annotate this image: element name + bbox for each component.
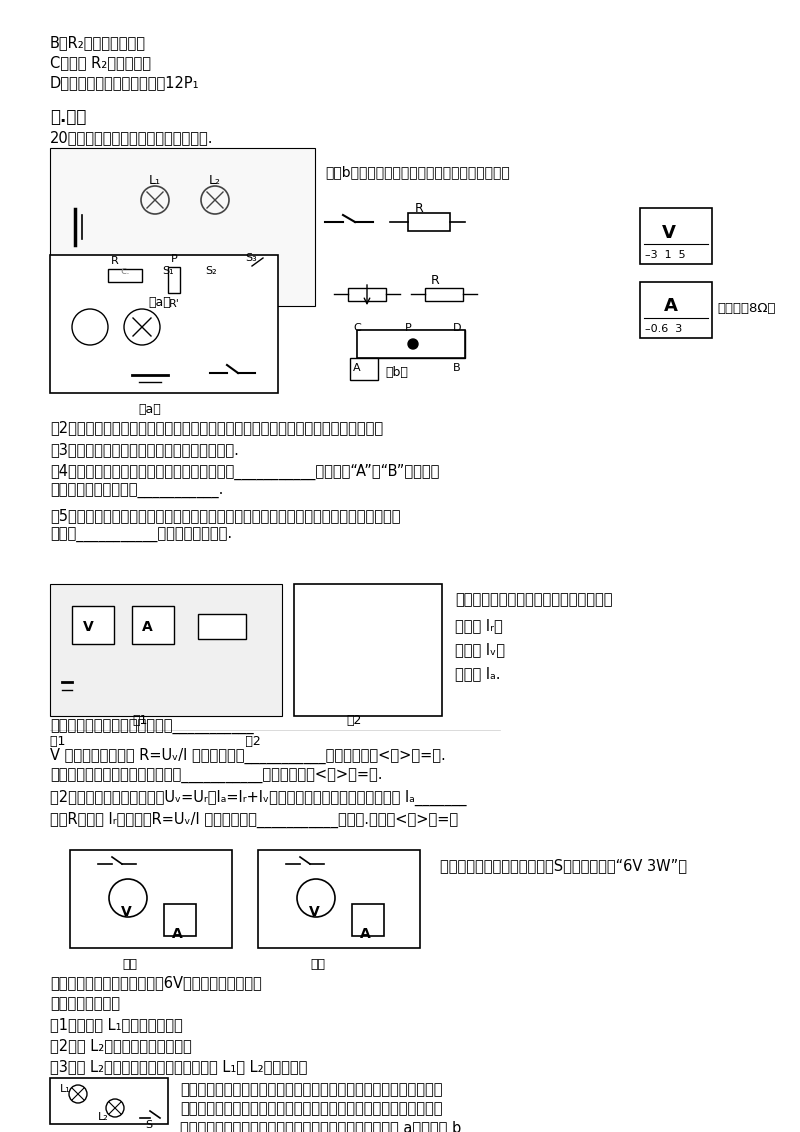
Text: 温度而变化，求：: 温度而变化，求： (50, 996, 120, 1011)
Text: 电流为 Iₐ.: 电流为 Iₐ. (455, 666, 501, 681)
Text: –3  1  5: –3 1 5 (645, 250, 686, 260)
Text: （a）: （a） (148, 295, 170, 309)
Text: S₂: S₂ (205, 266, 217, 276)
Text: 电路中的电压关系时发现在电源两端多并联一个电灯其两端的电压就: 电路中的电压关系时发现在电源两端多并联一个电灯其两端的电压就 (180, 1082, 442, 1097)
Bar (72, 606, 114, 644)
Bar (425, 288, 463, 301)
Text: 图（b）的元件连接成电路（注意导线不交叉，元: 图（b）的元件连接成电路（注意导线不交叉，元 (325, 165, 510, 179)
Text: （3）灯 L₂的实际功率是多大？电路中灯 L₁和 L₂哪个更亮？: （3）灯 L₂的实际功率是多大？电路中灯 L₁和 L₂哪个更亮？ (50, 1060, 307, 1074)
Text: （2）请用笔画线代替导线，把图１中的电路元件连接成实验电路．（连线不得交叉）: （2）请用笔画线代替导线，把图１中的电路元件连接成实验电路．（连线不得交叉） (50, 420, 383, 435)
Text: V: V (309, 904, 320, 919)
Text: 测量误差的来源在于电压表读数___________: 测量误差的来源在于电压表读数___________ (50, 720, 254, 735)
Text: P: P (171, 254, 178, 264)
Text: V: V (662, 224, 676, 242)
Text: （a）: （a） (138, 403, 161, 415)
Text: L₁: L₁ (149, 174, 161, 187)
Text: R': R' (169, 299, 180, 309)
Text: R: R (431, 274, 440, 288)
Bar (348, 288, 386, 301)
Text: 电流为 Iᵥ；: 电流为 Iᵥ； (455, 642, 505, 657)
Text: 图乙: 图乙 (310, 958, 325, 971)
Text: 个理想的电源（即电阴为零）和一个电阴串联组成（如图 a），在图 b: 个理想的电源（即电阴为零）和一个电阴串联组成（如图 a），在图 b (180, 1120, 462, 1132)
Text: L₁: L₁ (60, 1084, 70, 1094)
Text: D: D (453, 323, 462, 333)
Text: C: C (353, 323, 361, 333)
Text: 查阅了有关资料：原来干电池本身也具有一定的电阴．实际使用时，: 查阅了有关资料：原来干电池本身也具有一定的电阴．实际使用时， (180, 1101, 442, 1116)
Text: 图1                                             图2: 图1 图2 (50, 735, 261, 748)
Text: （5）实验时，若发现灯泡不亮，电流表几乎无示数，但电压表有示数，则产生故障的原因: （5）实验时，若发现灯泡不亮，电流表几乎无示数，但电压表有示数，则产生故障的原因 (50, 508, 401, 523)
Bar (357, 331, 465, 358)
Text: A: A (353, 363, 361, 374)
Bar (50, 148, 315, 306)
Bar (640, 208, 712, 264)
Text: B: B (453, 363, 461, 374)
Text: ，测量误差的来源在于电压表读数___________真实值（填：<、>或=）.: ，测量误差的来源在于电压表读数___________真实值（填：<、>或=）. (50, 769, 382, 784)
Text: （2）灯 L₂每分钟消耗多少能量？: （2）灯 L₂每分钟消耗多少能量？ (50, 1038, 192, 1053)
Text: R: R (111, 256, 118, 266)
Bar (198, 614, 246, 638)
Text: V: V (83, 620, 94, 634)
Text: 图甲: 图甲 (122, 958, 137, 971)
Text: （2）在电流表外接法路中，Uᵥ=Uᵣ，Iₐ=Iᵣ+Iᵥ．测量误差的来源在于电流表读数 Iₐ_______: （2）在电流表外接法路中，Uᵥ=Uᵣ，Iₐ=Iᵣ+Iᵥ．测量误差的来源在于电流表… (50, 790, 466, 806)
Text: 可能是___________（写出一条即可）.: 可能是___________（写出一条即可）. (50, 528, 232, 543)
Text: 通过R的电流 Iᵣ，所以由R=Uᵥ/I 出来的电阴値___________真实值.（填：<、>或=）: 通过R的电流 Iᵣ，所以由R=Uᵥ/I 出来的电阴値___________真实值… (50, 812, 458, 829)
Text: L₂: L₂ (209, 174, 221, 187)
Text: B．R₂消耗的功率变大: B．R₂消耗的功率变大 (50, 35, 146, 50)
Text: 电阴约为8Ω，: 电阴约为8Ω， (717, 302, 775, 315)
Bar (50, 1078, 168, 1124)
Text: P: P (405, 323, 412, 333)
Bar (352, 904, 384, 936)
Text: R: R (415, 201, 424, 215)
Text: A: A (664, 297, 678, 315)
Bar (50, 255, 278, 393)
Text: A: A (142, 620, 153, 634)
Text: V: V (121, 904, 132, 919)
Circle shape (408, 338, 418, 349)
Bar (350, 358, 378, 380)
Text: S₁: S₁ (162, 266, 174, 276)
Text: 图2: 图2 (346, 714, 362, 727)
Text: A: A (172, 927, 182, 941)
Text: 中滑动变阴器的作用是___________.: 中滑动变阴器的作用是___________. (50, 484, 223, 499)
Text: D．两个电阴消耗的总功率为12P₁: D．两个电阴消耗的总功率为12P₁ (50, 75, 199, 91)
Text: 20．根据下列实物图，画出对应电路图.: 20．根据下列实物图，画出对应电路图. (50, 130, 214, 145)
Text: –0.6  3: –0.6 3 (645, 324, 682, 334)
Text: 图1: 图1 (132, 714, 147, 727)
Bar (70, 850, 232, 947)
Bar (357, 331, 465, 358)
Bar (258, 850, 420, 947)
Text: S₃: S₃ (245, 252, 257, 263)
Bar (50, 584, 282, 717)
Text: 的电路进行实验，当闭合开关S后，发现标有“6V 3W”的: 的电路进行实验，当闭合开关S后，发现标有“6V 3W”的 (440, 858, 687, 873)
Text: C．通过 R₂的电流变小: C．通过 R₂的电流变小 (50, 55, 151, 70)
Bar (168, 267, 180, 293)
Text: （1）通过灯 L₁的电流为多大？: （1）通过灯 L₁的电流为多大？ (50, 1017, 182, 1032)
Text: 流表内接（图甲）和电流表外接（图乙）: 流表内接（图甲）和电流表外接（图乙） (455, 592, 613, 607)
Text: S: S (145, 1120, 152, 1130)
Text: （b）: （b） (385, 366, 408, 379)
Bar (408, 213, 450, 231)
Bar (108, 269, 142, 282)
Text: 电流为 Iᵣ；: 电流为 Iᵣ； (455, 618, 502, 633)
Bar (132, 606, 174, 644)
Bar (164, 904, 196, 936)
Bar (294, 584, 442, 717)
Text: 三.作图: 三.作图 (50, 108, 86, 126)
Text: （3）请在如图２的方框内画出该电路的电路图.: （3）请在如图２的方框内画出该电路的电路图. (50, 441, 239, 457)
Text: 度并不相同．已知电源电压为6V，不考虑灯丝电阴随: 度并不相同．已知电源电压为6V，不考虑灯丝电阴随 (50, 975, 262, 990)
Text: （4）闭合开关前，应将滑动变阴器的滑片滑到___________端（请选“A”或“B”）；实验: （4）闭合开关前，应将滑动变阴器的滑片滑到___________端（请选“A”或… (50, 464, 439, 480)
Text: c.: c. (120, 266, 130, 276)
Text: A: A (360, 927, 370, 941)
Bar (640, 282, 712, 338)
Text: V 门两端的电压，由 R=Uᵥ/I 计算出的阴値___________真实值（填：<、>或=）.: V 门两端的电压，由 R=Uᵥ/I 计算出的阴値___________真实值（填… (50, 748, 446, 764)
Text: L₂: L₂ (98, 1112, 109, 1122)
